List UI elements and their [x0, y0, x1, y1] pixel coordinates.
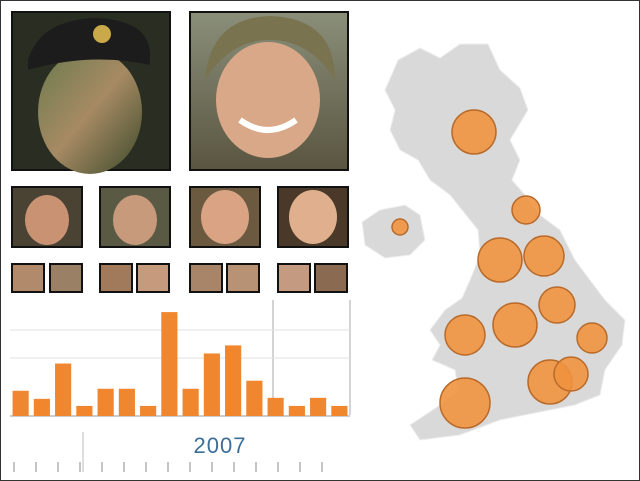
map-bubble: [523, 235, 565, 277]
photo-large[interactable]: [189, 11, 349, 171]
bar: [118, 388, 135, 416]
map-bubble: [391, 218, 409, 236]
bar: [182, 388, 199, 416]
photo-medium[interactable]: [11, 186, 349, 248]
bar: [267, 397, 284, 416]
bar: [33, 398, 50, 416]
map-bubble: [439, 377, 491, 429]
bar: [97, 388, 114, 416]
bar: [310, 397, 327, 416]
bar: [246, 380, 263, 416]
year-label: 2007: [194, 433, 247, 458]
bar: [55, 363, 72, 416]
map-bubble: [538, 286, 576, 324]
bar: [140, 405, 157, 416]
bar: [225, 345, 242, 416]
bar: [161, 312, 178, 416]
photo-large[interactable]: [11, 11, 171, 174]
map-bubble: [451, 109, 497, 155]
map-bubble: [553, 356, 589, 392]
bar-chart: 2007: [10, 300, 351, 472]
bar: [203, 353, 220, 416]
photo-small[interactable]: [11, 263, 348, 293]
bar: [12, 390, 29, 416]
map-bubble: [511, 195, 541, 225]
bar: [331, 405, 348, 416]
map-bubble: [477, 237, 523, 283]
map-bubble: [492, 302, 538, 348]
bar: [288, 405, 305, 416]
map-bubble: [576, 322, 608, 354]
map-bubble: [444, 314, 486, 356]
bar: [76, 405, 93, 416]
